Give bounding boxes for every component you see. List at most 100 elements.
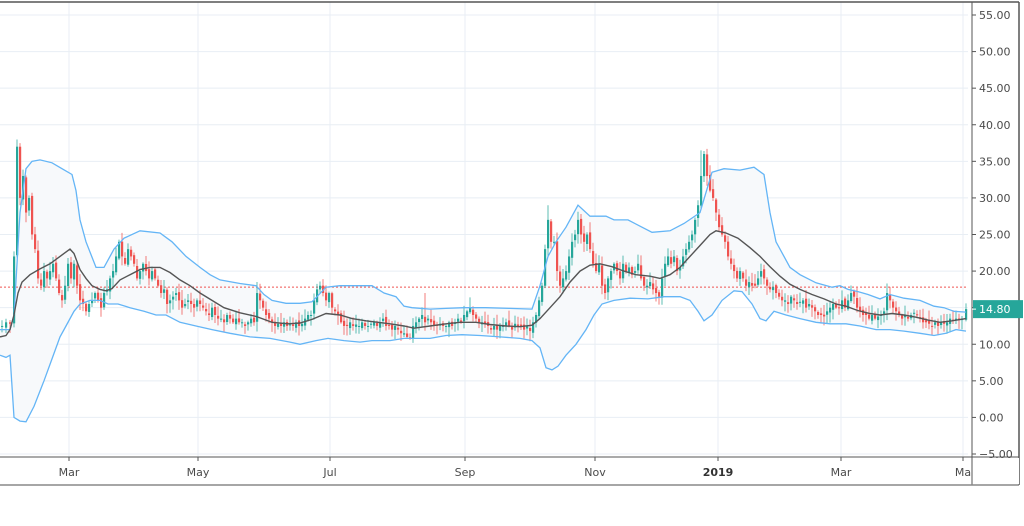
- candle-down[interactable]: [508, 310, 511, 328]
- candle-up[interactable]: [784, 293, 787, 312]
- candle-down[interactable]: [892, 298, 895, 315]
- candle-up[interactable]: [310, 310, 313, 326]
- candle-up[interactable]: [295, 319, 298, 333]
- candle-down[interactable]: [754, 274, 757, 289]
- candle-up[interactable]: [64, 275, 67, 305]
- candle-down[interactable]: [640, 255, 643, 281]
- candle-down[interactable]: [343, 310, 346, 335]
- candle-down[interactable]: [154, 267, 157, 281]
- candle-down[interactable]: [559, 265, 562, 293]
- candle-up[interactable]: [790, 294, 793, 311]
- candle-up[interactable]: [94, 291, 97, 303]
- candle-down[interactable]: [787, 295, 790, 313]
- candle-down[interactable]: [232, 314, 235, 325]
- candle-up[interactable]: [610, 268, 613, 289]
- candle-up[interactable]: [283, 317, 286, 334]
- candle-up[interactable]: [151, 266, 154, 282]
- candle-up[interactable]: [628, 262, 631, 277]
- candle-down[interactable]: [715, 197, 718, 221]
- candle-up[interactable]: [256, 282, 259, 332]
- candle-up[interactable]: [877, 308, 880, 329]
- candle-up[interactable]: [163, 279, 166, 299]
- candle-up[interactable]: [115, 247, 118, 276]
- candle-down[interactable]: [781, 289, 784, 307]
- candle-down[interactable]: [838, 299, 841, 315]
- candle-down[interactable]: [814, 304, 817, 320]
- candle-up[interactable]: [112, 263, 115, 287]
- candle-down[interactable]: [619, 262, 622, 285]
- candle-up[interactable]: [91, 292, 94, 307]
- candle-up[interactable]: [565, 265, 568, 282]
- candle-up[interactable]: [667, 248, 670, 267]
- candle-up[interactable]: [175, 287, 178, 301]
- candle-up[interactable]: [649, 272, 652, 289]
- candle-down[interactable]: [223, 314, 226, 332]
- candle-down[interactable]: [190, 292, 193, 313]
- candle-down[interactable]: [670, 250, 673, 269]
- candle-down[interactable]: [550, 219, 553, 249]
- candle-up[interactable]: [553, 235, 556, 245]
- candle-up[interactable]: [661, 268, 664, 305]
- candle-down[interactable]: [271, 316, 274, 332]
- candle-up[interactable]: [142, 262, 145, 280]
- candle-down[interactable]: [811, 300, 814, 317]
- candle-down[interactable]: [85, 302, 88, 316]
- candle-down[interactable]: [133, 252, 136, 267]
- candle-up[interactable]: [568, 249, 571, 280]
- candle-up[interactable]: [646, 279, 649, 295]
- candle-down[interactable]: [742, 270, 745, 282]
- candle-down[interactable]: [874, 311, 877, 321]
- candle-down[interactable]: [424, 293, 427, 331]
- candle-up[interactable]: [514, 315, 517, 331]
- candle-up[interactable]: [493, 317, 496, 337]
- candle-up[interactable]: [691, 230, 694, 248]
- candle-down[interactable]: [712, 179, 715, 201]
- candle-down[interactable]: [823, 304, 826, 326]
- candle-down[interactable]: [397, 321, 400, 335]
- candle-down[interactable]: [604, 278, 607, 300]
- candle-up[interactable]: [172, 291, 175, 310]
- candle-down[interactable]: [511, 322, 514, 339]
- candle-up[interactable]: [574, 229, 577, 248]
- candle-down[interactable]: [100, 292, 103, 317]
- candle-up[interactable]: [187, 294, 190, 310]
- candle-up[interactable]: [319, 281, 322, 294]
- candle-down[interactable]: [157, 275, 160, 288]
- candle-down[interactable]: [751, 272, 754, 292]
- candle-down[interactable]: [676, 255, 679, 276]
- candle-down[interactable]: [214, 303, 217, 323]
- candle-down[interactable]: [529, 319, 532, 342]
- candle-down[interactable]: [889, 286, 892, 309]
- candle-down[interactable]: [262, 298, 265, 311]
- candle-up[interactable]: [586, 232, 589, 252]
- candle-down[interactable]: [895, 301, 898, 321]
- candle-up[interactable]: [196, 298, 199, 312]
- candle-down[interactable]: [718, 209, 721, 232]
- candle-up[interactable]: [211, 302, 214, 321]
- candle-down[interactable]: [244, 321, 247, 334]
- candles[interactable]: [1, 139, 968, 343]
- candle-down[interactable]: [70, 256, 73, 284]
- candle-down[interactable]: [820, 307, 823, 324]
- candle-down[interactable]: [181, 289, 184, 315]
- candle-down[interactable]: [484, 311, 487, 328]
- candle-up[interactable]: [220, 309, 223, 323]
- candle-up[interactable]: [562, 268, 565, 294]
- candle-up[interactable]: [367, 319, 370, 333]
- candle-down[interactable]: [601, 256, 604, 295]
- candle-down[interactable]: [19, 143, 22, 206]
- candle-up[interactable]: [169, 294, 172, 313]
- candle-down[interactable]: [490, 325, 493, 334]
- candle-up[interactable]: [241, 318, 244, 328]
- candle-down[interactable]: [385, 309, 388, 331]
- candle-down[interactable]: [931, 316, 934, 336]
- candle-down[interactable]: [265, 301, 268, 322]
- candle-down[interactable]: [817, 310, 820, 319]
- candle-up[interactable]: [313, 293, 316, 320]
- candle-down[interactable]: [166, 287, 169, 314]
- candle-down[interactable]: [82, 290, 85, 312]
- candle-down[interactable]: [472, 306, 475, 322]
- candle-up[interactable]: [955, 310, 958, 324]
- candle-down[interactable]: [406, 325, 409, 339]
